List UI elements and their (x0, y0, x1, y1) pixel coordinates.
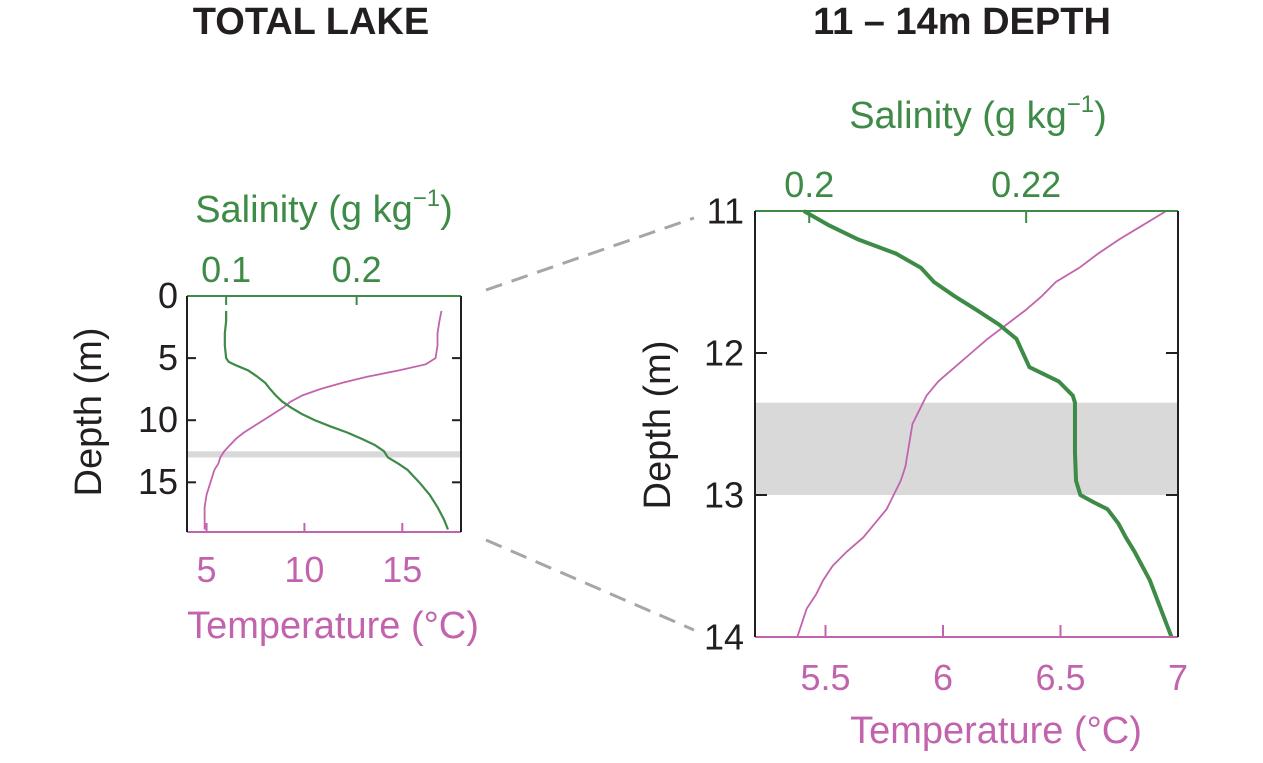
salinity-line (802, 209, 1174, 638)
salinity-tick-label: 0.2 (784, 164, 834, 205)
chart-title: 11 – 14m DEPTH (813, 1, 1111, 43)
zoom-connector-top (485, 216, 695, 292)
depth-axis-label: Depth (m) (68, 328, 110, 497)
highlight-band (755, 402, 1178, 495)
y-tick-label: 12 (704, 333, 744, 374)
temperature-axis-label: Temperature (°C) (850, 710, 1142, 752)
temperature-tick-label: 7 (1168, 657, 1188, 698)
temperature-tick-label: 6 (933, 657, 953, 698)
temperature-tick-label: 6.5 (1035, 657, 1085, 698)
panel-total-lake: TOTAL LAKE Salinity (g kg−1) Depth (m) T… (68, 1, 479, 647)
temperature-line (796, 210, 1167, 638)
y-tick-label: 15 (138, 461, 178, 502)
y-tick-label: 10 (138, 399, 178, 440)
temperature-tick-label: 5.5 (800, 657, 850, 698)
y-tick-label: 11 (707, 191, 744, 232)
y-tick-label: 13 (704, 475, 744, 516)
salinity-tick-label: 0.1 (201, 249, 251, 290)
chart-title: TOTAL LAKE (193, 1, 429, 43)
y-tick-label: 14 (704, 617, 744, 658)
y-tick-label: 5 (158, 337, 178, 378)
panel-depth-11-14: 11 – 14m DEPTH Salinity (g kg−1) Depth (… (637, 1, 1188, 752)
salinity-tick-label: 0.22 (991, 164, 1061, 205)
temperature-line (203, 310, 443, 530)
y-tick-label: 0 (158, 275, 178, 316)
temperature-tick-label: 15 (382, 549, 422, 590)
temperature-tick-label: 5 (197, 549, 217, 590)
salinity-line (223, 310, 449, 530)
highlight-band (187, 451, 461, 458)
zoom-connector-bottom (485, 538, 695, 632)
temperature-tick-label: 10 (284, 549, 324, 590)
depth-axis-label: Depth (m) (637, 341, 679, 510)
salinity-tick-label: 0.2 (332, 249, 382, 290)
salinity-axis-label: Salinity (g kg−1) (195, 185, 453, 231)
salinity-axis-label: Salinity (g kg−1) (849, 91, 1107, 137)
temperature-axis-label: Temperature (°C) (187, 605, 479, 647)
